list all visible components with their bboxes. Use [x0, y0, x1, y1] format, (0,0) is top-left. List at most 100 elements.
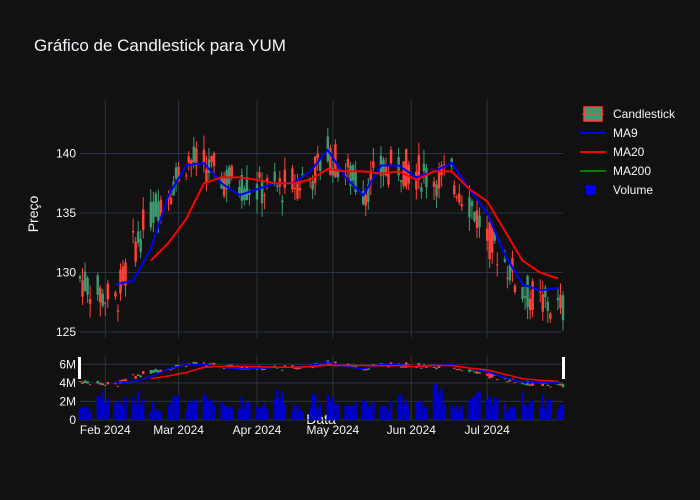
- volume-bar: [496, 398, 499, 420]
- volume-bar: [458, 410, 461, 420]
- legend-item-volume[interactable]: Volume: [586, 183, 653, 197]
- volume-bar: [184, 410, 188, 420]
- legend-item-ma9[interactable]: MA9: [580, 126, 638, 140]
- legend-item-ma200[interactable]: MA200: [580, 164, 651, 178]
- candle-body: [104, 302, 107, 304]
- candle-body: [559, 294, 562, 309]
- volume-bar: [157, 410, 160, 420]
- candle-body: [458, 193, 461, 203]
- candle-body: [362, 191, 365, 205]
- candle-body: [490, 225, 494, 253]
- preview-candle: [293, 367, 297, 369]
- preview-candle: [263, 368, 266, 370]
- volume-bar: [265, 408, 269, 420]
- candle-body: [508, 264, 512, 281]
- volume-bar: [440, 388, 443, 420]
- ma20-preview-line: [150, 364, 558, 382]
- candle-body: [212, 153, 216, 167]
- legend-item-ma20[interactable]: MA20: [580, 145, 645, 159]
- volume-bar: [83, 407, 87, 420]
- preview-candle: [389, 362, 393, 365]
- preview-candle: [485, 373, 489, 376]
- volume-bar: [159, 410, 163, 420]
- volume-bar: [190, 403, 193, 420]
- volume-bar: [425, 406, 428, 420]
- candle-body: [485, 228, 489, 241]
- preview-candle: [184, 366, 188, 368]
- candle-body: [96, 275, 99, 295]
- preview-candle: [116, 385, 120, 387]
- preview-candle: [78, 380, 82, 382]
- candle-body: [157, 201, 160, 222]
- candle-body: [399, 180, 403, 182]
- candle-body: [478, 215, 481, 228]
- axis-ticks: 125 130 135 140 Feb 2024 Mar 2024 Apr 2024 May …: [56, 147, 510, 437]
- volume-bar: [544, 408, 547, 420]
- preview-candle: [458, 368, 461, 371]
- candle-body: [460, 203, 464, 207]
- candle-body: [116, 310, 120, 312]
- volume-bar: [207, 400, 211, 420]
- x-tick-label: Feb 2024: [80, 423, 131, 437]
- candle-body: [526, 275, 529, 308]
- x-tick-label: Apr 2024: [233, 423, 282, 437]
- y-tick-label: 135: [56, 206, 76, 220]
- volume-bar: [202, 394, 206, 420]
- candle-body: [364, 194, 367, 206]
- candle-body: [149, 201, 153, 228]
- ma9-line: [115, 148, 559, 292]
- candle-body: [141, 209, 145, 231]
- y-tick-label: 130: [56, 266, 76, 280]
- preview-candle: [478, 371, 481, 374]
- candle-body: [336, 170, 340, 178]
- candle-body: [222, 177, 226, 196]
- volume-bar: [346, 405, 350, 420]
- preview-candle: [470, 369, 474, 371]
- preview-candle: [88, 384, 92, 386]
- legend-label: MA20: [613, 145, 645, 159]
- candle-body: [531, 281, 534, 310]
- legend-label: Candlestick: [613, 107, 676, 121]
- chart-title: Gráfico de Candlestick para YUM: [34, 36, 286, 55]
- candle-body: [184, 175, 188, 177]
- volume-bar: [455, 405, 459, 420]
- legend-item-candlestick[interactable]: Candlestick: [582, 106, 676, 122]
- preview-candle: [99, 382, 102, 385]
- preview-candle: [432, 367, 436, 369]
- candle-body: [319, 159, 322, 171]
- legend[interactable]: Candlestick MA9 MA20 MA200 Volume: [580, 106, 676, 197]
- candle-body: [281, 200, 284, 203]
- candle-body: [506, 277, 509, 279]
- volume-bar: [149, 411, 153, 420]
- preview-candle: [399, 366, 403, 368]
- volume-bar: [435, 383, 438, 420]
- candle-body: [372, 161, 375, 168]
- preview-candle: [526, 380, 529, 386]
- candle-body: [159, 199, 163, 217]
- candle-body: [134, 241, 137, 262]
- preview-candle: [83, 380, 87, 384]
- candle-body: [561, 295, 565, 321]
- preview-candle: [124, 378, 127, 383]
- volume-bar: [116, 400, 120, 420]
- volume-tick-label: 6M: [59, 357, 76, 371]
- candle-body: [351, 165, 355, 181]
- volume-bar: [531, 400, 534, 420]
- volume-bar: [124, 397, 127, 420]
- candle-body: [169, 197, 173, 205]
- volume-bar: [195, 401, 198, 420]
- volume-bar: [88, 410, 92, 420]
- candle-body: [475, 210, 479, 229]
- candle-body: [470, 201, 474, 207]
- candle-body: [227, 167, 231, 184]
- volume-bar: [379, 407, 383, 420]
- grid: [80, 100, 563, 421]
- volume-bar: [263, 402, 266, 420]
- preview-candle: [311, 366, 314, 369]
- preview-candle: [422, 364, 426, 366]
- volume-bar: [336, 404, 340, 420]
- volume-bar: [291, 411, 294, 420]
- x-tick-label: May 2024: [307, 423, 360, 437]
- volume-bar: [319, 403, 322, 420]
